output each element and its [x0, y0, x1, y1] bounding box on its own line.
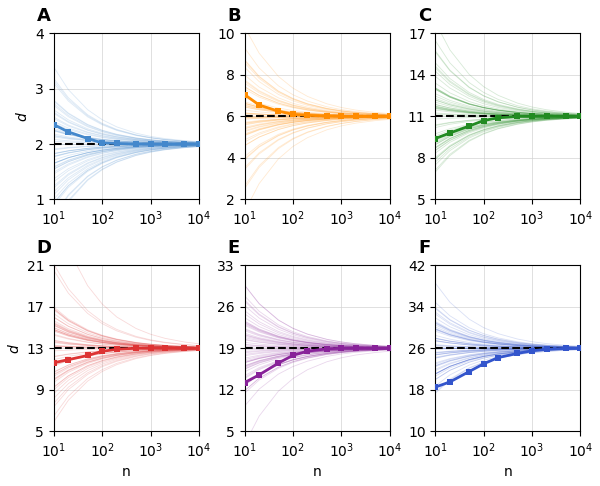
Y-axis label: d: d	[7, 344, 21, 353]
X-axis label: n: n	[122, 465, 131, 479]
Text: C: C	[418, 7, 431, 25]
X-axis label: n: n	[503, 465, 512, 479]
Text: F: F	[418, 239, 430, 257]
X-axis label: n: n	[313, 465, 322, 479]
Text: B: B	[227, 7, 241, 25]
Text: E: E	[227, 239, 239, 257]
Text: A: A	[37, 7, 50, 25]
Text: D: D	[37, 239, 52, 257]
Y-axis label: d: d	[16, 112, 29, 121]
